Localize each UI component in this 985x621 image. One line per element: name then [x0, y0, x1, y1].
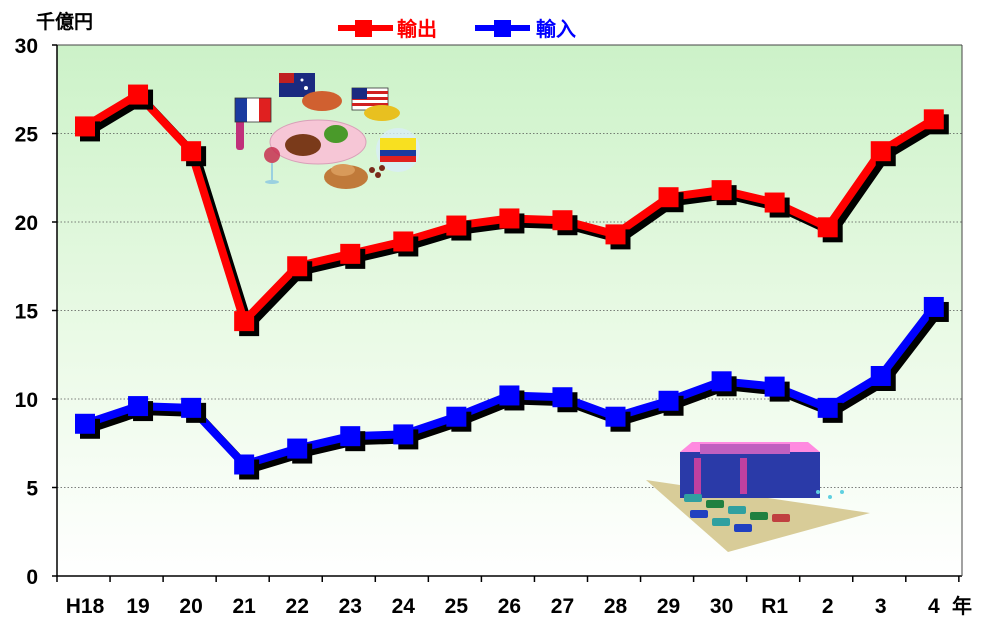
- legend-label-import: 輸入: [536, 17, 576, 41]
- data-point-export: [75, 116, 95, 137]
- y-tick-label: 5: [26, 478, 38, 501]
- x-axis-unit: 年: [952, 594, 972, 618]
- legend-marker-export: [355, 20, 372, 37]
- y-tick-label: 15: [15, 301, 39, 324]
- x-tick-label: R1: [761, 595, 788, 618]
- data-point-export: [128, 84, 149, 105]
- data-point-export: [287, 256, 308, 277]
- y-tick-label: 25: [15, 124, 39, 147]
- x-tick-label: 25: [445, 595, 469, 618]
- data-point-export: [658, 187, 679, 208]
- x-tick-label: 21: [232, 595, 256, 618]
- data-point-import: [499, 385, 520, 406]
- cargo-ship-clipart: [646, 442, 870, 552]
- data-point-export: [552, 210, 573, 231]
- legend-marker-import: [494, 20, 511, 37]
- x-tick-label: H18: [66, 595, 105, 618]
- x-tick-label: 3: [875, 595, 887, 618]
- x-tick-label: 27: [551, 595, 574, 618]
- data-point-import: [605, 406, 626, 427]
- data-point-import: [181, 397, 202, 418]
- data-point-import: [552, 387, 573, 408]
- x-tick-label: 22: [286, 595, 309, 618]
- data-point-export: [817, 217, 838, 238]
- x-tick-label: 29: [657, 595, 680, 618]
- x-tick-label: 4: [928, 595, 940, 618]
- legend-label-export: 輸出: [397, 17, 437, 41]
- data-point-import: [446, 406, 467, 427]
- data-point-import: [340, 426, 361, 447]
- legend-item-export: 輸出: [338, 17, 437, 41]
- flag-usa-icon: [351, 87, 389, 111]
- data-point-export: [764, 192, 785, 213]
- y-tick-label: 0: [26, 566, 38, 589]
- x-tick-label: 26: [498, 595, 521, 618]
- data-point-export: [234, 311, 255, 332]
- data-point-export: [923, 109, 944, 130]
- y-tick-labels: 0 5 10 15 20 25 30: [15, 35, 39, 589]
- x-tick-label: 20: [179, 595, 202, 618]
- data-point-import: [711, 371, 732, 392]
- x-tick-label: 24: [392, 595, 416, 618]
- data-point-import: [817, 397, 838, 418]
- data-point-export: [393, 231, 414, 252]
- y-tick-label: 20: [15, 212, 38, 235]
- data-point-export: [340, 243, 361, 264]
- data-point-import: [234, 454, 255, 475]
- x-tick-label: 30: [710, 595, 733, 618]
- y-tick-label: 10: [15, 389, 38, 412]
- x-tick-label: 28: [604, 595, 628, 618]
- cars-icon: [684, 494, 790, 532]
- data-point-export: [711, 180, 732, 201]
- y-tick-label: 30: [15, 35, 38, 58]
- x-tick-labels: H18 19 20 21 22 23 24 25 26 27 28 29 30 R1 2 3 4: [66, 595, 940, 618]
- data-point-import: [128, 396, 149, 417]
- legend-item-import: 輸入: [475, 17, 576, 41]
- data-point-import: [764, 376, 785, 397]
- series-layer: [75, 84, 949, 480]
- data-point-export: [181, 141, 202, 162]
- data-point-export: [499, 208, 520, 229]
- data-point-import: [923, 296, 944, 317]
- flag-france-icon: [234, 97, 272, 123]
- x-tick-label: 2: [822, 595, 834, 618]
- data-point-import: [393, 424, 414, 445]
- data-point-import: [658, 390, 679, 411]
- flag-australia-icon: [279, 73, 315, 97]
- data-point-import: [75, 413, 95, 434]
- data-point-export: [870, 141, 891, 162]
- x-tick-label: 19: [126, 595, 149, 618]
- flag-colombia-icon: [376, 128, 420, 172]
- axes: [52, 44, 963, 582]
- legend: 輸出 輸入: [338, 17, 576, 41]
- data-point-import: [870, 365, 891, 386]
- y-axis-unit: 千億円: [36, 10, 93, 33]
- data-point-export: [446, 215, 467, 236]
- x-tick-label: 23: [339, 595, 362, 618]
- food-flags-clipart: [234, 73, 420, 189]
- data-point-import: [287, 438, 308, 459]
- data-point-export: [605, 224, 626, 245]
